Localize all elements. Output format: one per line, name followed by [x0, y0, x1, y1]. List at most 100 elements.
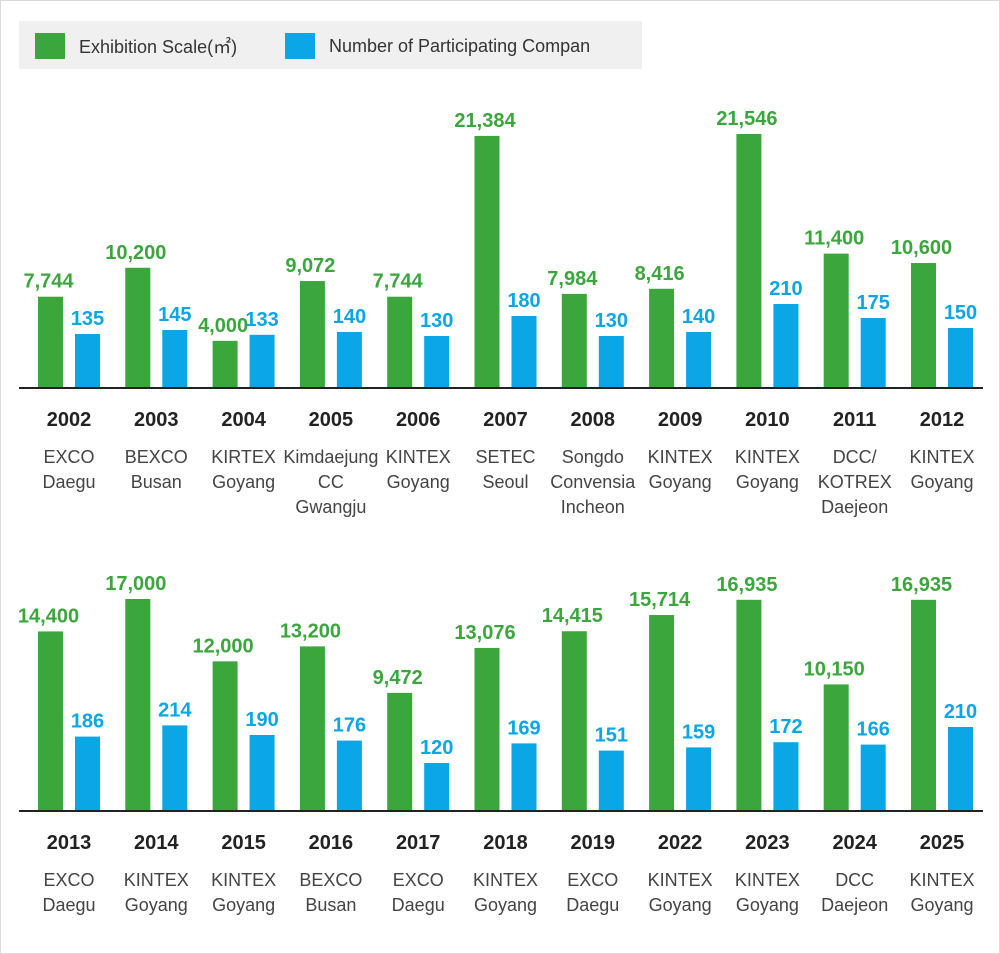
tick-year-2014: 2014: [134, 832, 179, 854]
chart-panel-1: 7,744 135 2002 EXCO Daegu 10,200 145 2003 BEXCO B…: [19, 108, 983, 517]
venue-label-2013-1: EXCO: [43, 870, 94, 890]
venue-label-2015-1: KINTEX: [211, 870, 276, 890]
bar-scale-2017: [387, 692, 413, 811]
bar-companies-2012: [948, 328, 973, 388]
label-scale-2014: 17,000: [105, 573, 166, 595]
bar-companies-2011: [860, 318, 886, 388]
bar-scale-2015: [212, 661, 238, 811]
legend: Exhibition Scale(㎡) Number of Participat…: [19, 21, 642, 69]
venue-label-2005-1: Kimdaejung: [283, 447, 378, 467]
label-scale-2023: 16,935: [716, 574, 777, 596]
label-scale-2013: 14,400: [18, 605, 79, 627]
venue-label-2018-2: Goyang: [474, 895, 537, 915]
venue-label-2016-1: BEXCO: [299, 870, 362, 890]
venue-label-2008-1: Songdo: [562, 447, 624, 467]
venue-label-2017-1: EXCO: [393, 870, 444, 890]
tick-year-2017: 2017: [396, 832, 441, 854]
bar-scale-2005: [299, 281, 325, 388]
venue-label-2003-2: Busan: [131, 472, 182, 492]
tick-year-2012: 2012: [920, 409, 965, 431]
legend-swatch-scale: [35, 33, 65, 59]
bar-scale-2025: [911, 599, 936, 811]
tick-year-2006: 2006: [396, 409, 441, 431]
bar-scale-2007: [474, 135, 500, 388]
venue-label-2017-2: Daegu: [392, 895, 445, 915]
tick-year-2025: 2025: [920, 832, 965, 854]
venue-label-2016-2: Busan: [305, 895, 356, 915]
venue-label-2002-2: Daegu: [42, 472, 95, 492]
bar-companies-2024: [860, 744, 886, 811]
legend-swatch-companies: [285, 33, 315, 59]
label-companies-2015: 190: [245, 709, 278, 731]
bar-scale-2010: [736, 134, 762, 388]
bar-scale-2016: [299, 646, 325, 811]
legend-label-scale: Exhibition Scale(㎡): [79, 37, 238, 57]
venue-label-2019-1: EXCO: [567, 870, 618, 890]
label-companies-2005: 140: [333, 306, 366, 328]
bar-companies-2010: [773, 304, 799, 388]
label-companies-2025: 210: [944, 701, 977, 723]
chart-panel-2: 14,400 186 2013 EXCO Daegu 17,000 214 2014 KINTE…: [18, 573, 983, 915]
venue-label-2006-1: KINTEX: [386, 447, 451, 467]
bar-companies-2025: [948, 727, 973, 811]
venue-label-2008-3: Incheon: [561, 497, 625, 517]
venue-label-2003-1: BEXCO: [125, 447, 188, 467]
venue-label-2010-1: KINTEX: [735, 447, 800, 467]
venue-label-2022-1: KINTEX: [648, 870, 713, 890]
venue-label-2002-1: EXCO: [43, 447, 94, 467]
bar-companies-2005: [336, 332, 362, 388]
bar-companies-2006: [424, 336, 450, 388]
label-companies-2006: 130: [420, 310, 453, 332]
venue-label-2024-2: Daejeon: [821, 895, 888, 915]
bar-scale-2012: [911, 263, 936, 388]
tick-year-2007: 2007: [483, 409, 528, 431]
label-companies-2013: 186: [71, 711, 104, 733]
venue-label-2007-1: SETEC: [475, 447, 535, 467]
bar-companies-2015: [249, 735, 275, 811]
label-companies-2007: 180: [507, 290, 540, 312]
label-scale-2016: 13,200: [280, 620, 341, 642]
bar-companies-2014: [162, 725, 188, 811]
bar-scale-2009: [649, 288, 675, 388]
venue-label-2011-2: KOTREX: [818, 472, 892, 492]
bar-companies-2007: [511, 316, 537, 388]
venue-label-2015-2: Goyang: [212, 895, 275, 915]
label-companies-2019: 151: [595, 725, 628, 747]
venue-label-2005-3: Gwangju: [295, 497, 366, 517]
venue-label-2014-1: KINTEX: [124, 870, 189, 890]
bar-companies-2009: [686, 332, 712, 388]
venue-label-2004-2: Goyang: [212, 472, 275, 492]
label-scale-2008: 7,984: [547, 268, 598, 290]
label-scale-2024: 10,150: [804, 658, 865, 680]
label-companies-2003: 145: [158, 304, 191, 326]
label-scale-2005: 9,072: [285, 255, 335, 277]
bar-scale-2014: [125, 599, 151, 811]
tick-year-2013: 2013: [47, 832, 92, 854]
label-companies-2009: 140: [682, 306, 715, 328]
venue-label-2008-2: Convensia: [550, 472, 636, 492]
label-scale-2017: 9,472: [373, 667, 423, 689]
legend-item-companies: Number of Participating Compan: [285, 33, 590, 59]
tick-year-2010: 2010: [745, 409, 790, 431]
bar-scale-2008: [561, 293, 587, 388]
label-companies-2018: 169: [507, 717, 540, 739]
label-scale-2007: 21,384: [454, 110, 516, 132]
bar-scale-2013: [38, 631, 63, 811]
label-companies-2004: 133: [245, 309, 278, 331]
label-scale-2019: 14,415: [542, 605, 603, 627]
bar-companies-2023: [773, 742, 799, 811]
venue-label-2005-2: CC: [318, 472, 344, 492]
bar-scale-2002: [38, 296, 63, 388]
tick-year-2004: 2004: [221, 409, 266, 431]
tick-year-2009: 2009: [658, 409, 703, 431]
venue-label-2019-2: Daegu: [566, 895, 619, 915]
tick-year-2022: 2022: [658, 832, 703, 854]
label-scale-2009: 8,416: [635, 263, 685, 285]
venue-label-2023-2: Goyang: [736, 895, 799, 915]
tick-year-2003: 2003: [134, 409, 179, 431]
tick-year-2008: 2008: [571, 409, 616, 431]
venue-label-2009-2: Goyang: [649, 472, 712, 492]
legend-item-scale: Exhibition Scale(㎡): [35, 33, 237, 59]
label-companies-2011: 175: [857, 292, 890, 314]
label-scale-2022: 15,714: [629, 589, 691, 611]
